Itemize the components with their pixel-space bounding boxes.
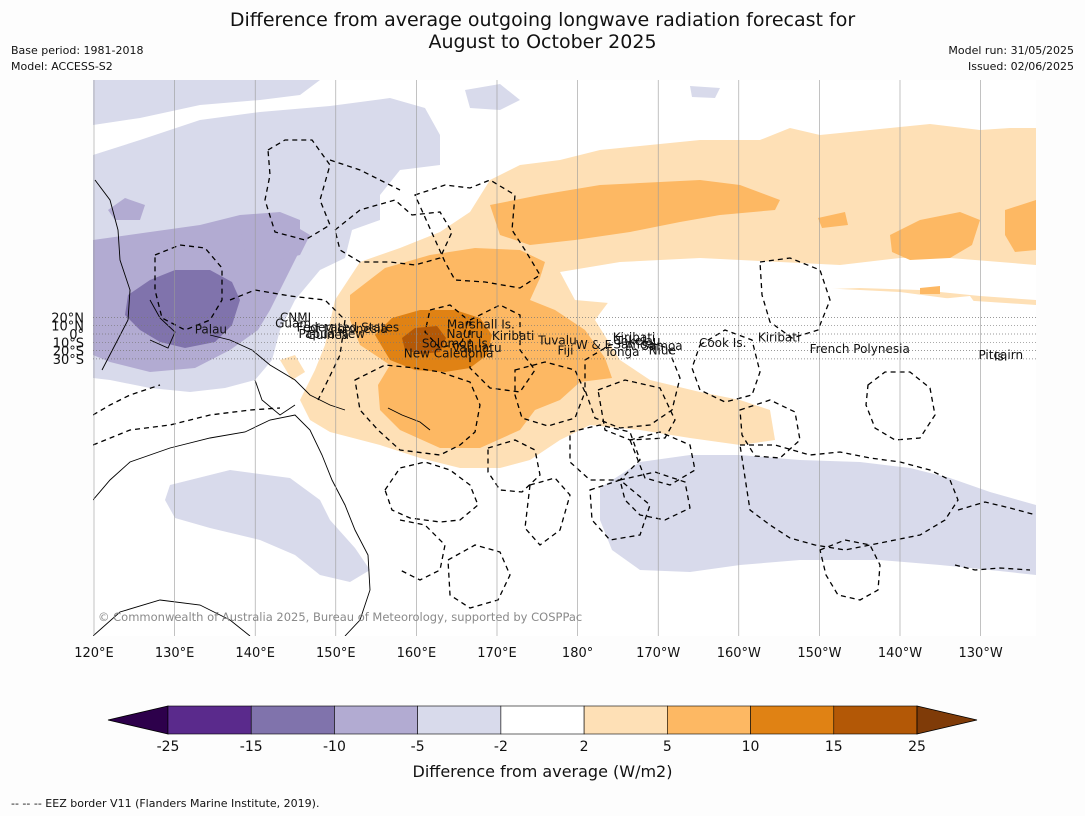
region-label: Kiribati: [758, 331, 800, 345]
lon-tick-label: 170°W: [636, 646, 680, 661]
lon-tick-label: 150°W: [797, 646, 841, 661]
meta-left: Base period: 1981-2018 Model: ACCESS-S2: [11, 43, 143, 75]
lat-tick-label: 30°S: [53, 353, 84, 368]
colorbar-bin: [334, 705, 418, 735]
lon-tick-label: 120°E: [74, 646, 114, 661]
colorbar-bin: [667, 705, 751, 735]
region-label: Federated States: [297, 321, 399, 335]
lat-tick-label: 0°: [69, 328, 84, 343]
region-label: French Polynesia: [810, 342, 910, 356]
colorbar-bin: [750, 705, 835, 735]
gridlines: [93, 80, 1036, 636]
region-label: of Micronesia: [308, 322, 388, 336]
colorbar-tick-label: 2: [580, 739, 589, 755]
map-title-line2: August to October 2025: [428, 31, 657, 53]
region-label: Is.: [994, 350, 1008, 364]
colorbar-tick-label: 5: [663, 739, 672, 755]
colorbar-bin: [583, 705, 668, 735]
lon-tick-label: 130°E: [155, 646, 195, 661]
region-label: A. Samoa: [626, 339, 683, 353]
colorbar-tick-label: 10: [742, 739, 760, 755]
colorbar-tick-label: -5: [411, 739, 425, 755]
region-label: Pitcairn: [978, 348, 1023, 362]
lon-tick-label: 140°E: [235, 646, 275, 661]
colorbar-bin: [500, 705, 585, 735]
region-label: Guam: [275, 317, 311, 331]
colorbar-tick-label: -2: [494, 739, 508, 755]
colorbar-tick-label: 25: [908, 739, 926, 755]
colorbar-extend-min: [107, 705, 169, 735]
region-label: Fiji: [557, 343, 573, 357]
lon-tick-label: 160°E: [397, 646, 437, 661]
region-label: Marshall Is.: [447, 317, 515, 331]
region-label: CNMI: [280, 310, 311, 324]
anomaly-fill-neutral: [560, 258, 1036, 362]
region-label: Tonga: [603, 345, 639, 359]
lat-tick-label: 10°S: [53, 336, 84, 351]
colorbar-bin: [167, 705, 252, 735]
lon-tick-label: 180°: [562, 646, 593, 661]
region-label: Palau: [195, 323, 227, 337]
region-label: Nauru: [447, 327, 483, 341]
region-label: Niue: [649, 343, 676, 357]
region-label: Kiribati: [613, 331, 655, 345]
anomaly-fill-dark-purple: [125, 270, 240, 348]
lat-tick-label: 20°S: [53, 345, 84, 360]
coastlines: [93, 179, 431, 636]
map-title-line1: Difference from average outgoing longwav…: [229, 9, 856, 31]
issued-date: Issued: 02/06/2025: [967, 60, 1074, 73]
lon-tick-label: 130°W: [959, 646, 1003, 661]
eez-borders: [93, 139, 1036, 609]
colorbar-tick-label: -15: [240, 739, 263, 755]
region-label: Vanuatu: [452, 341, 502, 355]
region-label: W & F: [576, 338, 612, 352]
region-label: Kiribati: [492, 329, 534, 343]
colorbar-bin: [417, 705, 502, 735]
colorbar-tick-label: -25: [157, 739, 180, 755]
lon-tick-label: 140°W: [878, 646, 922, 661]
region-label: New Caledonia: [404, 347, 494, 361]
lat-tick-label: 20°N: [51, 311, 84, 326]
colorbar-tick-label: -10: [323, 739, 346, 755]
lon-tick-label: 170°E: [477, 646, 517, 661]
axis-labels: 120°E 130°E 140°E 150°E 160°E 170°E 180° 170°W 1…: [51, 311, 1003, 661]
anomaly-fill-darkest-orange: [402, 326, 446, 354]
lon-tick-label: 160°W: [717, 646, 761, 661]
region-label: Papua New: [298, 327, 365, 341]
region-label: Solomon Is.: [422, 336, 492, 350]
copyright-notice: © Commonwealth of Australia 2025, Bureau…: [98, 610, 582, 624]
region-label: Cook Is.: [699, 336, 746, 350]
colorbar-tick-label: 15: [825, 739, 843, 755]
colorbar: -25 -15 -10 -5 -2 2 5 10 15 25: [107, 705, 978, 755]
colorbar-label: Difference from average (W/m2): [412, 762, 673, 781]
region-label: Samoa: [613, 337, 654, 351]
region-label: Tokelau: [615, 334, 661, 348]
colorbar-bin: [250, 705, 335, 735]
model-name: Model: ACCESS-S2: [11, 60, 113, 73]
eez-legend-note: -- -- -- EEZ border V11 (Flanders Marine…: [11, 797, 320, 810]
region-label: Tuvalu: [537, 334, 577, 348]
model-run: Model run: 31/05/2025: [948, 44, 1074, 57]
colorbar-extend-max: [916, 705, 978, 735]
meta-right: Model run: 31/05/2025 Issued: 02/06/2025: [948, 43, 1074, 75]
colorbar-bin: [833, 705, 918, 735]
lon-tick-label: 150°E: [316, 646, 356, 661]
lat-tick-label: 10°N: [51, 320, 84, 335]
region-label: Guinea: [306, 328, 349, 342]
base-period: Base period: 1981-2018: [11, 44, 144, 57]
